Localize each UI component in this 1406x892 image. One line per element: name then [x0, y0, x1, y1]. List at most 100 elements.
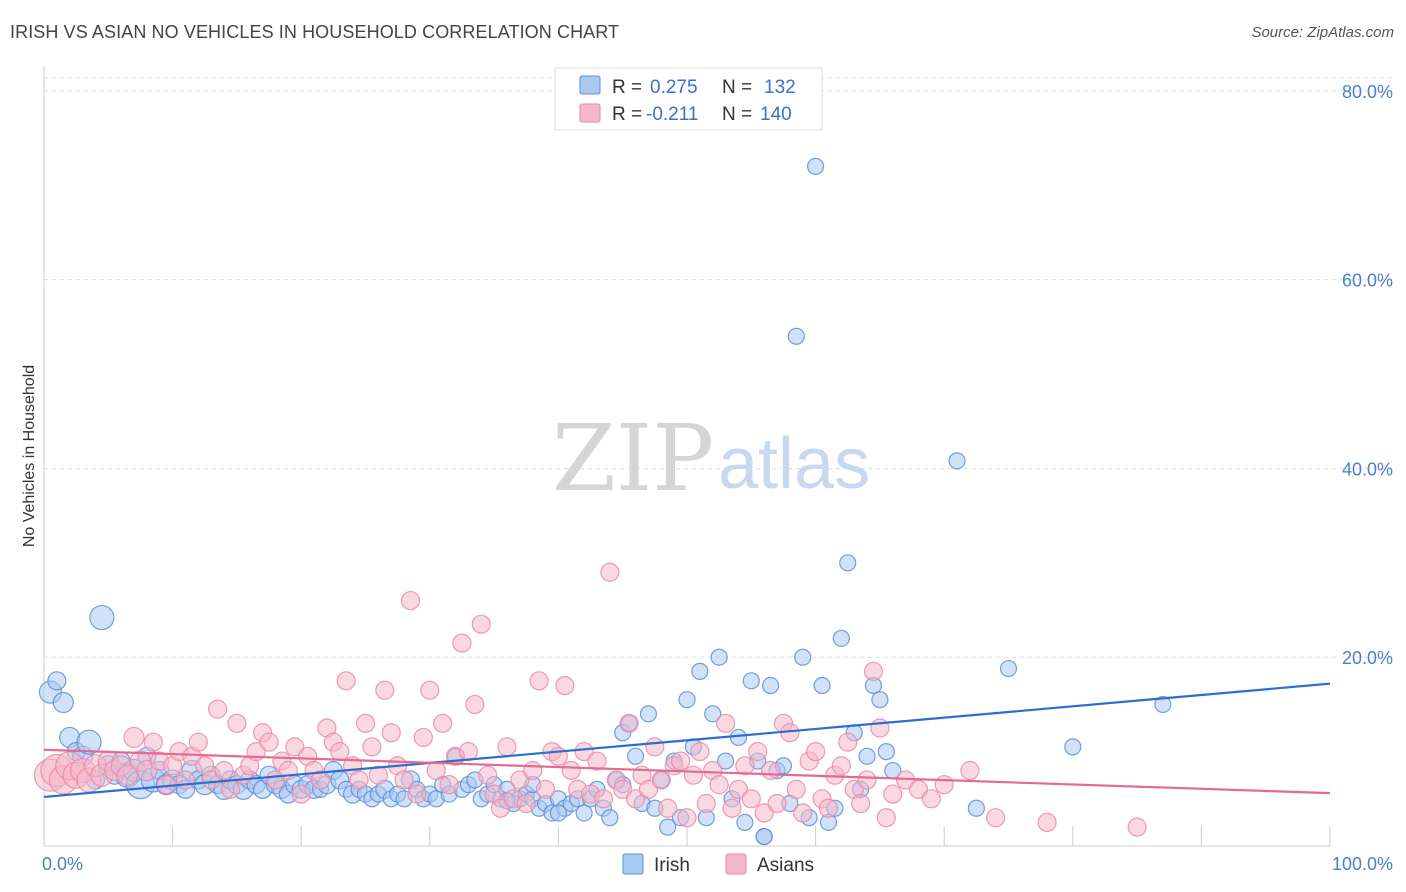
asian-point [555, 675, 575, 696]
asian-point [651, 770, 671, 790]
irish-point [575, 804, 593, 822]
irish-point [691, 662, 709, 680]
asian-point [818, 798, 839, 818]
series-legend-swatch-irish [622, 853, 644, 875]
asian-point [645, 737, 665, 757]
irish-point [813, 676, 831, 695]
asian-point [175, 770, 196, 790]
asian-point [123, 726, 145, 749]
irish-point [794, 648, 812, 666]
legend-n-label-irish: N = [722, 77, 752, 98]
irish-point [742, 672, 760, 690]
trend-lines [43, 682, 1331, 799]
irish-point [999, 659, 1018, 678]
x-tick-label: 0.0% [42, 854, 83, 874]
asian-point [452, 633, 472, 653]
asian-point [1127, 817, 1147, 837]
asian-point [625, 789, 646, 809]
asian-point [529, 671, 549, 691]
watermark: ZIP atlas [552, 405, 870, 512]
irish-point [871, 691, 889, 709]
asian-point [908, 779, 929, 799]
asian-point [465, 694, 485, 715]
irish-point [1064, 738, 1082, 756]
x-tick-label: 100.0% [1332, 854, 1393, 874]
irish-point [52, 691, 74, 714]
asian-point [741, 789, 761, 809]
asian-point [709, 775, 729, 795]
asian-point [259, 732, 279, 752]
asian-point [722, 798, 742, 818]
series-legend-label-irish: Irish [654, 855, 690, 876]
asian-point [516, 793, 536, 814]
asian-point [471, 614, 491, 634]
irish-point [806, 157, 825, 175]
axes [43, 66, 1331, 847]
asian-point [677, 808, 697, 828]
asian-point [285, 737, 305, 757]
y-tick-label: 80.0% [1342, 82, 1393, 102]
irish-point [601, 809, 619, 827]
legend-r-label-asian: R = [612, 104, 642, 125]
asian-point [510, 770, 530, 790]
asian-point [735, 756, 755, 776]
asian-point [574, 742, 594, 762]
asian-point [561, 760, 581, 781]
asian-point [330, 742, 350, 762]
asian-point [715, 713, 736, 733]
irish-point [678, 691, 696, 709]
asian-point [786, 779, 806, 799]
asian-point [420, 680, 440, 700]
asian-point [433, 713, 453, 733]
asian-point [638, 779, 659, 799]
asian-point [793, 803, 813, 823]
asian-point [600, 562, 620, 582]
asian-point [143, 732, 163, 752]
asian-point [760, 760, 781, 781]
asian-point [208, 699, 228, 719]
irish-point [736, 813, 754, 832]
legend-r-label-irish: R = [612, 77, 642, 98]
watermark-zip: ZIP [552, 405, 714, 512]
asian-point [497, 737, 517, 757]
asian-point [767, 793, 787, 814]
irish-point [761, 676, 780, 695]
asian-point [754, 803, 774, 823]
asian-point [413, 727, 433, 748]
irish-point [89, 604, 115, 631]
asian-point [805, 742, 826, 762]
asian-point [336, 671, 356, 691]
asian-point [400, 590, 421, 611]
asian-point [535, 779, 556, 799]
asian-point [587, 751, 607, 771]
y-tick-label: 20.0% [1342, 648, 1393, 668]
source-label: Source: ZipAtlas.com [1251, 24, 1394, 41]
asian-point [670, 751, 691, 771]
chart-title: IRISH VS ASIAN NO VEHICLES IN HOUSEHOLD … [10, 22, 620, 42]
irish-point [549, 804, 568, 822]
irish-point [76, 729, 102, 755]
irish-point [839, 554, 857, 572]
irish-point [967, 799, 985, 817]
irish-point [626, 747, 645, 765]
irish-point [729, 728, 748, 747]
irish-point [858, 747, 876, 765]
asian-point [613, 779, 633, 799]
asian-points [33, 562, 1147, 837]
asian-point [310, 770, 331, 790]
asian-point [220, 779, 241, 799]
stats-legend: R = 0.275 N = 132 R = -0.211 N = 140 [554, 67, 823, 131]
legend-n-value-irish: 132 [764, 77, 796, 98]
asian-point [188, 732, 208, 752]
y-tick-labels: 20.0% 40.0% 60.0% 80.0% [1342, 82, 1393, 668]
asian-point [362, 737, 382, 757]
asian-point [857, 770, 877, 790]
grid-lines [44, 77, 1392, 658]
y-axis-label: No Vehicles in Household [21, 365, 38, 547]
asian-point [748, 742, 768, 762]
irish-point [1154, 695, 1172, 714]
asian-point [960, 760, 980, 781]
asian-point [394, 770, 414, 790]
y-tick-label: 40.0% [1342, 459, 1393, 479]
asian-point [863, 661, 884, 681]
